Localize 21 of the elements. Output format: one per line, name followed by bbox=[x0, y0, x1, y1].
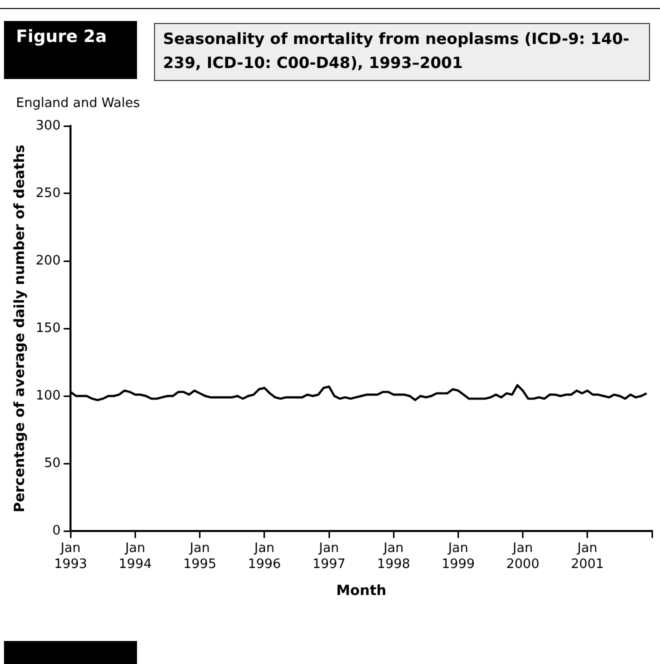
x-tick-label: Jan 2000 bbox=[506, 541, 540, 572]
y-tick-label: 50 bbox=[44, 456, 61, 471]
y-axis-title: Percentage of average daily number of deaths bbox=[12, 144, 28, 512]
caption: Figure 2a bbox=[4, 21, 137, 79]
x-tick-label: Jan 1996 bbox=[248, 541, 281, 572]
x-axis-title: Month bbox=[336, 583, 386, 600]
x-tick-label: Jan 2001 bbox=[570, 541, 604, 572]
y-tick-label: 250 bbox=[36, 186, 61, 201]
y-tick-label: 300 bbox=[36, 118, 61, 134]
x-tick-label: Jan 1995 bbox=[183, 541, 216, 572]
y-tick-label: 150 bbox=[36, 320, 61, 336]
y-tick-label: 200 bbox=[36, 253, 61, 268]
chart-subtitle: England and Wales bbox=[16, 96, 140, 111]
x-tick-label: Jan 1998 bbox=[377, 541, 410, 572]
x-tick-label: Jan 1999 bbox=[442, 541, 475, 572]
y-tick-label: 0 bbox=[52, 523, 61, 538]
y-tick-label: 100 bbox=[36, 388, 61, 404]
x-tick-label: Jan 1997 bbox=[312, 541, 346, 572]
x-tick-label: Jan 1993 bbox=[54, 541, 88, 572]
x-tick-label: Jan 1994 bbox=[118, 541, 152, 572]
chart-title: Seasonality of mortality from neoplasms (ICD-9: 140-239, ICD-10: C00-D48), 1993–2001 bbox=[154, 23, 650, 81]
